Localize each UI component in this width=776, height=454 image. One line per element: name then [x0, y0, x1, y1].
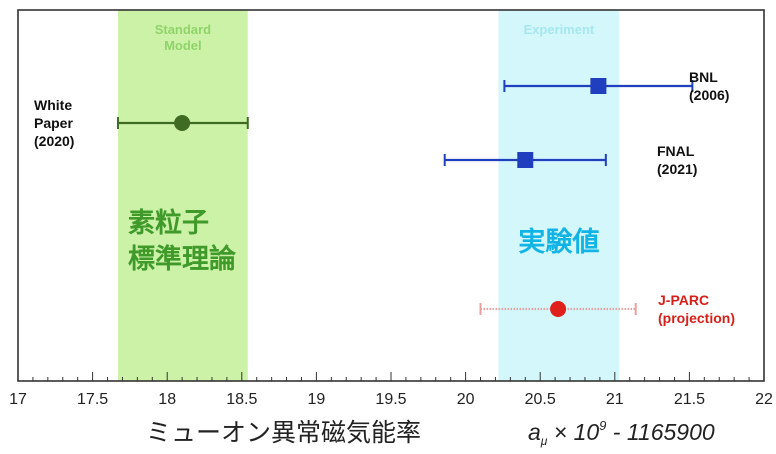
data-point-0	[174, 115, 191, 131]
point-3-label-line-1: (projection)	[658, 310, 735, 326]
formula-exponent: 9	[599, 418, 606, 433]
x-tick-label-7: 20.5	[525, 391, 556, 408]
x-tick-label-3: 18.5	[226, 391, 257, 408]
data-points-layer: White Paper (2020) BNL (2006) FNAL (2021) J-PAR…	[34, 69, 735, 326]
x-tick-label-10: 22	[755, 391, 773, 408]
data-point-3	[550, 301, 567, 317]
band-1-label-line-0: Experiment	[523, 22, 594, 37]
x-axis-label-jp: ミューオン異常磁気能率	[146, 418, 421, 447]
x-tick-label-1: 17.5	[77, 391, 108, 408]
point-2-label-line-1: (2021)	[657, 161, 697, 177]
point-1-label-line-0: BNL	[689, 69, 718, 85]
point-0-label-line-2: (2020)	[34, 133, 74, 149]
band-1-jp-line-0: 実験値	[518, 226, 599, 257]
formula-subscript: μ	[540, 434, 548, 448]
point-0-label-line-1: Paper	[34, 115, 73, 131]
x-tick-label-5: 19.5	[375, 391, 406, 408]
x-tick-label-6: 20	[457, 391, 475, 408]
x-tick-label-8: 21	[606, 391, 624, 408]
x-tick-label-0: 17	[9, 391, 27, 408]
x-tick-label-9: 21.5	[674, 391, 705, 408]
x-tick-label-2: 18	[158, 391, 176, 408]
data-point-2	[517, 152, 534, 168]
formula-times: × 10	[547, 419, 599, 445]
x-axis: 17 17.5 18 18.5 19 19.5 20 20.5 21 21.5 22	[9, 372, 773, 408]
data-point-1	[590, 78, 607, 94]
band-0-label-line-0: Standard	[155, 22, 211, 37]
band-0-jp-line-0: 素粒子	[128, 208, 209, 238]
formula-symbol: a	[528, 419, 541, 445]
x-tick-label-4: 19	[308, 391, 326, 408]
point-3-label-line-0: J-PARC	[658, 292, 709, 308]
band-1	[498, 10, 620, 381]
band-0-label-line-1: Model	[164, 38, 202, 53]
point-1-label-line-1: (2006)	[689, 87, 729, 103]
x-axis-caption: ミューオン異常磁気能率 aμ × 109 - 1165900	[146, 418, 715, 448]
x-axis-label-formula: aμ × 109 - 1165900	[528, 418, 715, 448]
formula-offset: - 1165900	[606, 419, 714, 445]
band-0	[117, 10, 248, 381]
point-2-label-line-0: FNAL	[657, 143, 695, 159]
point-0-label-line-0: White	[34, 97, 72, 113]
band-0-jp-line-1: 標準理論	[128, 243, 236, 274]
